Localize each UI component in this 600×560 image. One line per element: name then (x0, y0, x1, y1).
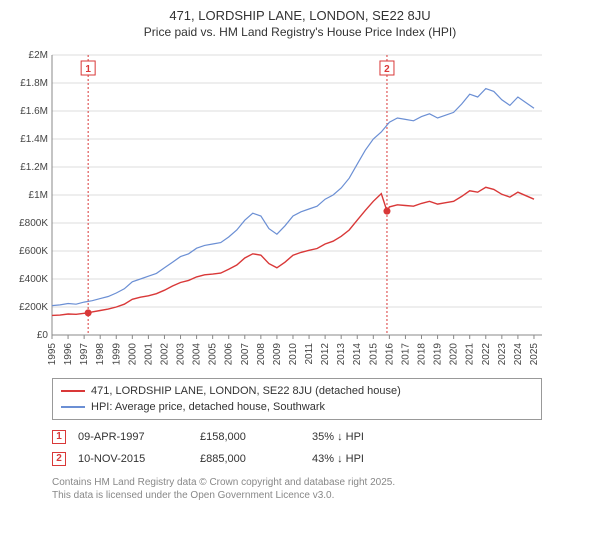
x-tick-label: 2016 (384, 343, 395, 366)
sale-price: £885,000 (200, 448, 300, 470)
footer-line-2: This data is licensed under the Open Gov… (52, 489, 542, 502)
x-tick-label: 2010 (288, 343, 299, 366)
legend-label: 471, LORDSHIP LANE, LONDON, SE22 8JU (de… (91, 383, 401, 399)
sale-point-2 (383, 208, 390, 215)
x-tick-label: 1996 (63, 343, 74, 366)
x-tick-label: 2020 (449, 343, 460, 366)
x-tick-label: 2008 (256, 343, 267, 366)
y-tick-label: £400K (19, 274, 48, 285)
sale-badge: 2 (52, 452, 66, 466)
y-tick-label: £1.2M (20, 162, 48, 173)
svg-text:2: 2 (384, 64, 390, 75)
x-tick-label: 2017 (400, 343, 411, 366)
legend-box: 471, LORDSHIP LANE, LONDON, SE22 8JU (de… (52, 378, 542, 420)
y-tick-label: £1.8M (20, 78, 48, 89)
x-tick-label: 2013 (336, 343, 347, 366)
x-tick-label: 2006 (224, 343, 235, 366)
y-tick-label: £600K (19, 246, 48, 257)
sale-row: 2 10-NOV-2015 £885,000 43% ↓ HPI (52, 448, 542, 470)
x-tick-label: 2021 (465, 343, 476, 366)
x-tick-label: 1995 (47, 343, 58, 366)
sale-badge: 1 (52, 430, 66, 444)
x-tick-label: 2024 (513, 343, 524, 366)
chart-container: 471, LORDSHIP LANE, LONDON, SE22 8JU Pri… (0, 0, 600, 512)
sale-date: 09-APR-1997 (78, 426, 188, 448)
line-chart-svg: £0 £200K £400K £600K £800K £1M £1.2M £1.4M £1.6M… (10, 47, 550, 367)
legend-row: 471, LORDSHIP LANE, LONDON, SE22 8JU (de… (61, 383, 533, 399)
x-tick-label: 2000 (127, 343, 138, 366)
x-tick-label: 2019 (433, 343, 444, 366)
sale-price: £158,000 (200, 426, 300, 448)
x-tick-label: 2022 (481, 343, 492, 366)
footer-attribution: Contains HM Land Registry data © Crown c… (52, 476, 542, 502)
x-tick-label: 1998 (95, 343, 106, 366)
svg-text:1: 1 (85, 64, 91, 75)
legend-swatch (61, 406, 85, 408)
x-tick-label: 2009 (272, 343, 283, 366)
x-tick-label: 2011 (304, 343, 315, 365)
x-tick-label: 2018 (417, 343, 428, 366)
y-tick-label: £200K (19, 302, 48, 313)
chart-title: 471, LORDSHIP LANE, LONDON, SE22 8JU (10, 8, 590, 23)
sale-date: 10-NOV-2015 (78, 448, 188, 470)
y-tick-label: £1.4M (20, 134, 48, 145)
sales-table: 1 09-APR-1997 £158,000 35% ↓ HPI 2 10-NOV-201… (52, 426, 542, 470)
footer-line-1: Contains HM Land Registry data © Crown c… (52, 476, 542, 489)
chart-subtitle: Price paid vs. HM Land Registry's House … (10, 25, 590, 39)
sale-hpi-delta: 35% ↓ HPI (312, 426, 412, 448)
x-tick-label: 2001 (143, 343, 154, 366)
sale-row: 1 09-APR-1997 £158,000 35% ↓ HPI (52, 426, 542, 448)
legend-swatch (61, 390, 85, 392)
x-tick-label: 2014 (352, 343, 363, 366)
x-tick-label: 2007 (240, 343, 251, 366)
y-tick-label: £0 (37, 330, 49, 341)
x-tick-label: 2025 (529, 343, 540, 366)
x-tick-label: 2004 (192, 343, 203, 366)
chart-plot-area: £0 £200K £400K £600K £800K £1M £1.2M £1.4M £1.6M… (10, 47, 590, 372)
sale-hpi-delta: 43% ↓ HPI (312, 448, 412, 470)
x-tick-label: 2005 (208, 343, 219, 366)
x-tick-label: 2002 (159, 343, 170, 366)
legend-row: HPI: Average price, detached house, Sout… (61, 399, 533, 415)
x-tick-label: 1999 (111, 343, 122, 366)
x-tick-label: 1997 (79, 343, 90, 366)
x-tick-label: 2023 (497, 343, 508, 366)
legend-label: HPI: Average price, detached house, Sout… (91, 399, 325, 415)
x-tick-label: 2015 (368, 343, 379, 366)
y-tick-label: £1.6M (20, 106, 48, 117)
y-tick-label: £2M (29, 50, 48, 61)
x-tick-label: 2012 (320, 343, 331, 366)
y-tick-label: £1M (29, 190, 48, 201)
y-tick-label: £800K (19, 218, 48, 229)
sale-point-1 (85, 309, 92, 316)
x-tick-label: 2003 (176, 343, 187, 366)
